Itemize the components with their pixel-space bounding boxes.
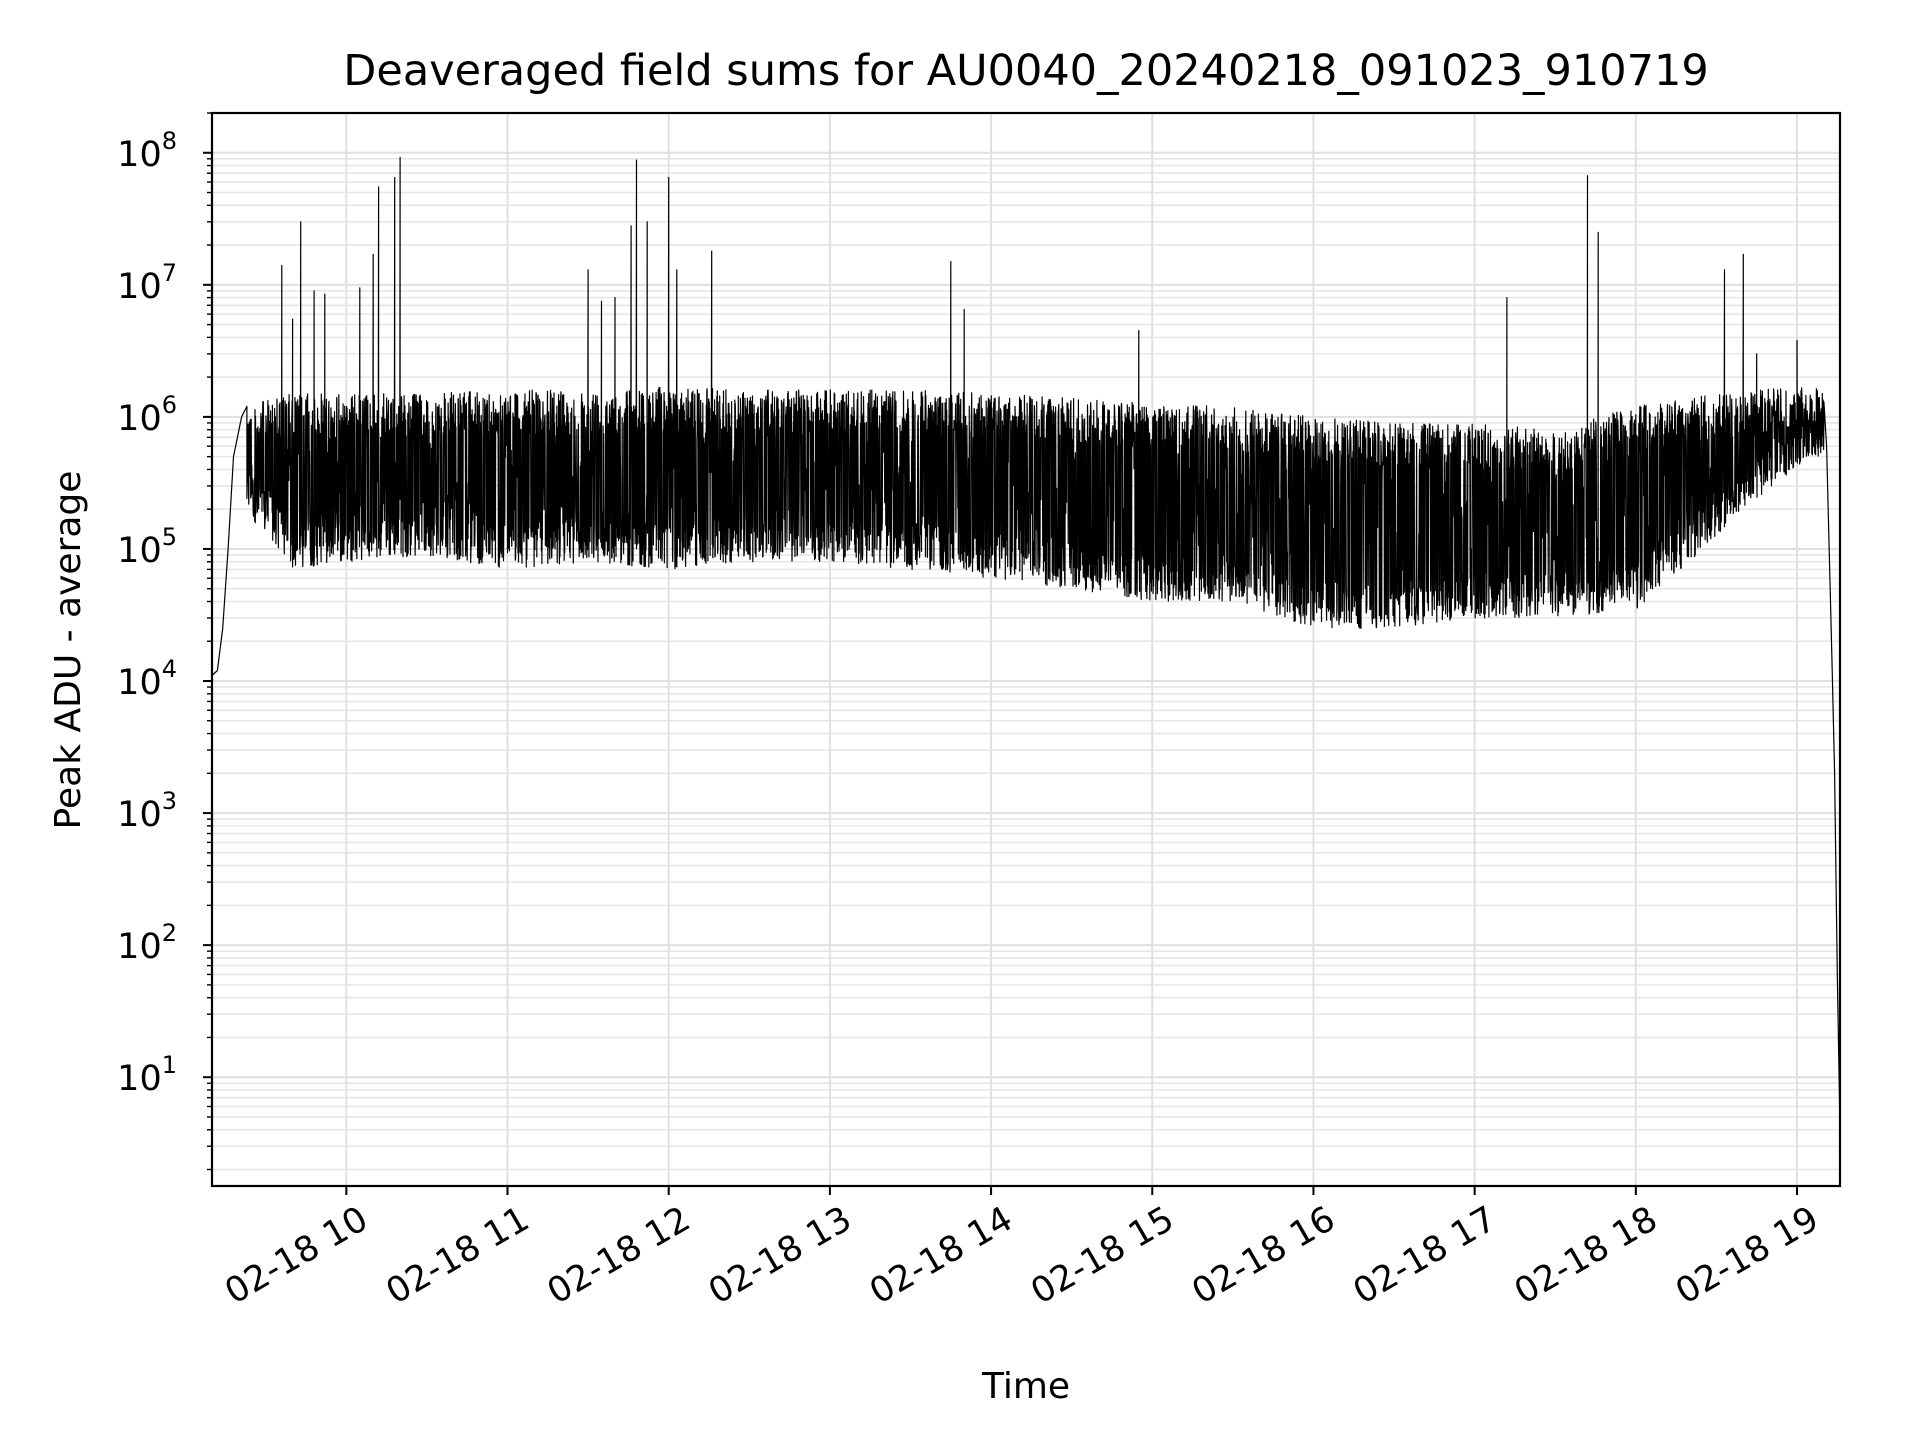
data-layer bbox=[211, 156, 1841, 1130]
y-tick-label: 101 bbox=[117, 1051, 177, 1099]
series-line bbox=[211, 156, 1841, 1130]
axes-frame bbox=[210, 111, 1842, 1188]
chart-title: Deaveraged field sums for AU0040_2024021… bbox=[343, 46, 1708, 96]
x-axis-label: Time bbox=[981, 1366, 1070, 1407]
y-tick-label: 102 bbox=[117, 919, 177, 967]
y-axis-label: Peak ADU - average bbox=[48, 471, 89, 830]
